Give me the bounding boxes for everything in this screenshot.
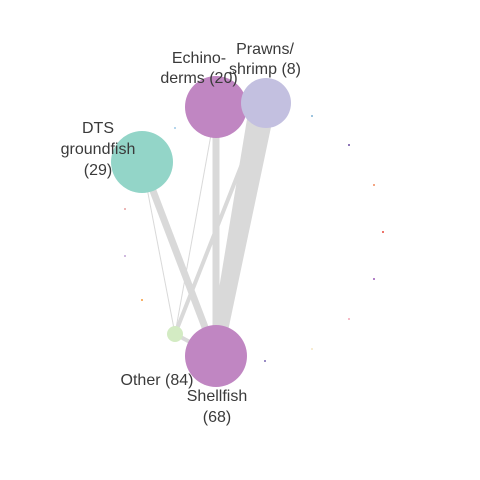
node-label-line: Echino- <box>172 50 226 67</box>
stray-dot <box>141 299 143 301</box>
node-prawns[interactable] <box>241 78 291 128</box>
node-label-line: Prawns/ <box>236 41 294 58</box>
node-label-line: groundfish <box>61 141 136 158</box>
node-label-echinoderms: Echino-derms (20) <box>160 50 237 87</box>
stray-dot <box>348 318 350 320</box>
node-label-shellfish: Shellfish (68) <box>187 388 247 426</box>
node-dts[interactable] <box>111 131 173 193</box>
stray-dot <box>382 231 384 233</box>
stray-dot <box>348 144 350 146</box>
node-label-dts: DTS groundfish (29) <box>61 120 136 179</box>
labels-layer: Echino-derms (20)Prawns/shrimp (8)DTS gro… <box>61 41 301 426</box>
stray-dot <box>373 184 375 186</box>
node-label-line: Other (84) <box>121 372 194 389</box>
stray-dot <box>124 208 126 210</box>
stray-dot <box>264 360 266 362</box>
nodes-layer <box>111 76 291 387</box>
edge-dts-shellfish <box>138 160 220 358</box>
node-label-line: DTS <box>82 120 114 137</box>
node-label-line: Shellfish <box>187 388 247 405</box>
scatter-dots-layer <box>124 115 384 362</box>
stray-dot <box>311 115 313 117</box>
edge-echinoderms-other <box>174 106 217 335</box>
node-shellfish[interactable] <box>185 325 247 387</box>
node-label-other: Other (84) <box>121 372 194 389</box>
node-label-line: (68) <box>203 409 231 426</box>
node-label-line: shrimp (8) <box>229 61 301 78</box>
node-label-prawns: Prawns/shrimp (8) <box>229 41 301 78</box>
edge-prawns-shellfish <box>212 113 274 331</box>
edge-prawns-other <box>173 102 268 335</box>
node-echinoderms[interactable] <box>185 76 247 138</box>
node-other[interactable] <box>167 326 183 342</box>
stray-dot <box>311 348 313 350</box>
stray-dot <box>124 255 126 257</box>
node-label-line: (29) <box>84 162 112 179</box>
stray-dot <box>174 127 176 129</box>
stray-dot <box>373 278 375 280</box>
node-label-line: derms (20) <box>160 70 237 87</box>
